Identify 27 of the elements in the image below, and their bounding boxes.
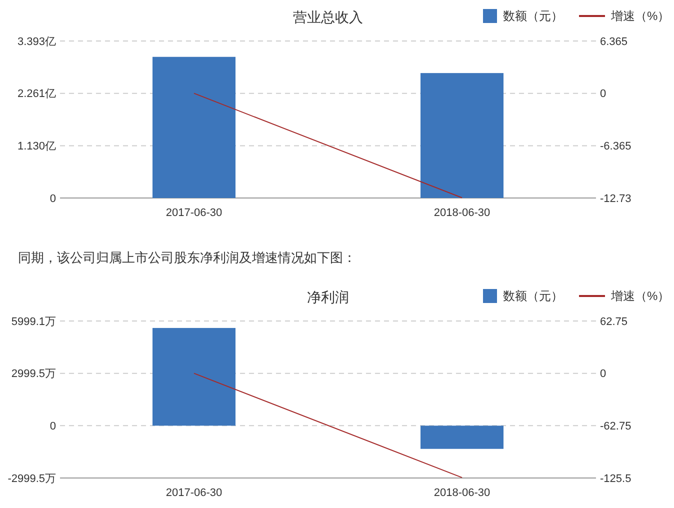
y2-tick-label: 0 (600, 368, 606, 380)
x-tick-label: 2017-06-30 (166, 487, 222, 499)
legend-label: 增速（%） (610, 289, 670, 304)
y2-tick-label: 62.75 (600, 316, 628, 328)
legend-label: 增速（%） (610, 9, 670, 24)
y-tick-label: 3.393亿 (17, 36, 56, 48)
y-tick-label: 5999.1万 (11, 316, 56, 328)
y2-tick-label: -12.73 (600, 192, 632, 205)
y2-tick-label: 6.365 (600, 36, 628, 48)
y-tick-label: 0 (50, 192, 56, 205)
chart-title: 净利润 (307, 289, 349, 305)
y-tick-label: 0 (50, 420, 56, 433)
y-tick-label: 2.261亿 (17, 88, 56, 100)
y2-tick-label: -6.365 (600, 140, 632, 153)
x-tick-label: 2017-06-30 (166, 207, 222, 219)
chart-title: 营业总收入 (293, 9, 363, 25)
text: 同期，该公司归属上市公司股东净利润及增速情况如下图： (18, 250, 356, 265)
y2-tick-label: -62.75 (600, 420, 632, 433)
legend-label: 数额（元） (503, 289, 563, 304)
legend-label: 数额（元） (503, 9, 563, 24)
y-tick-label: -2999.5万 (8, 472, 56, 485)
y-tick-label: 1.130亿 (17, 140, 56, 153)
y2-tick-label: -125.5 (600, 472, 632, 485)
x-tick-label: 2018-06-30 (434, 207, 490, 219)
y2-tick-label: 0 (600, 88, 606, 100)
y-tick-label: 2999.5万 (11, 368, 56, 380)
x-tick-label: 2018-06-30 (434, 487, 490, 499)
